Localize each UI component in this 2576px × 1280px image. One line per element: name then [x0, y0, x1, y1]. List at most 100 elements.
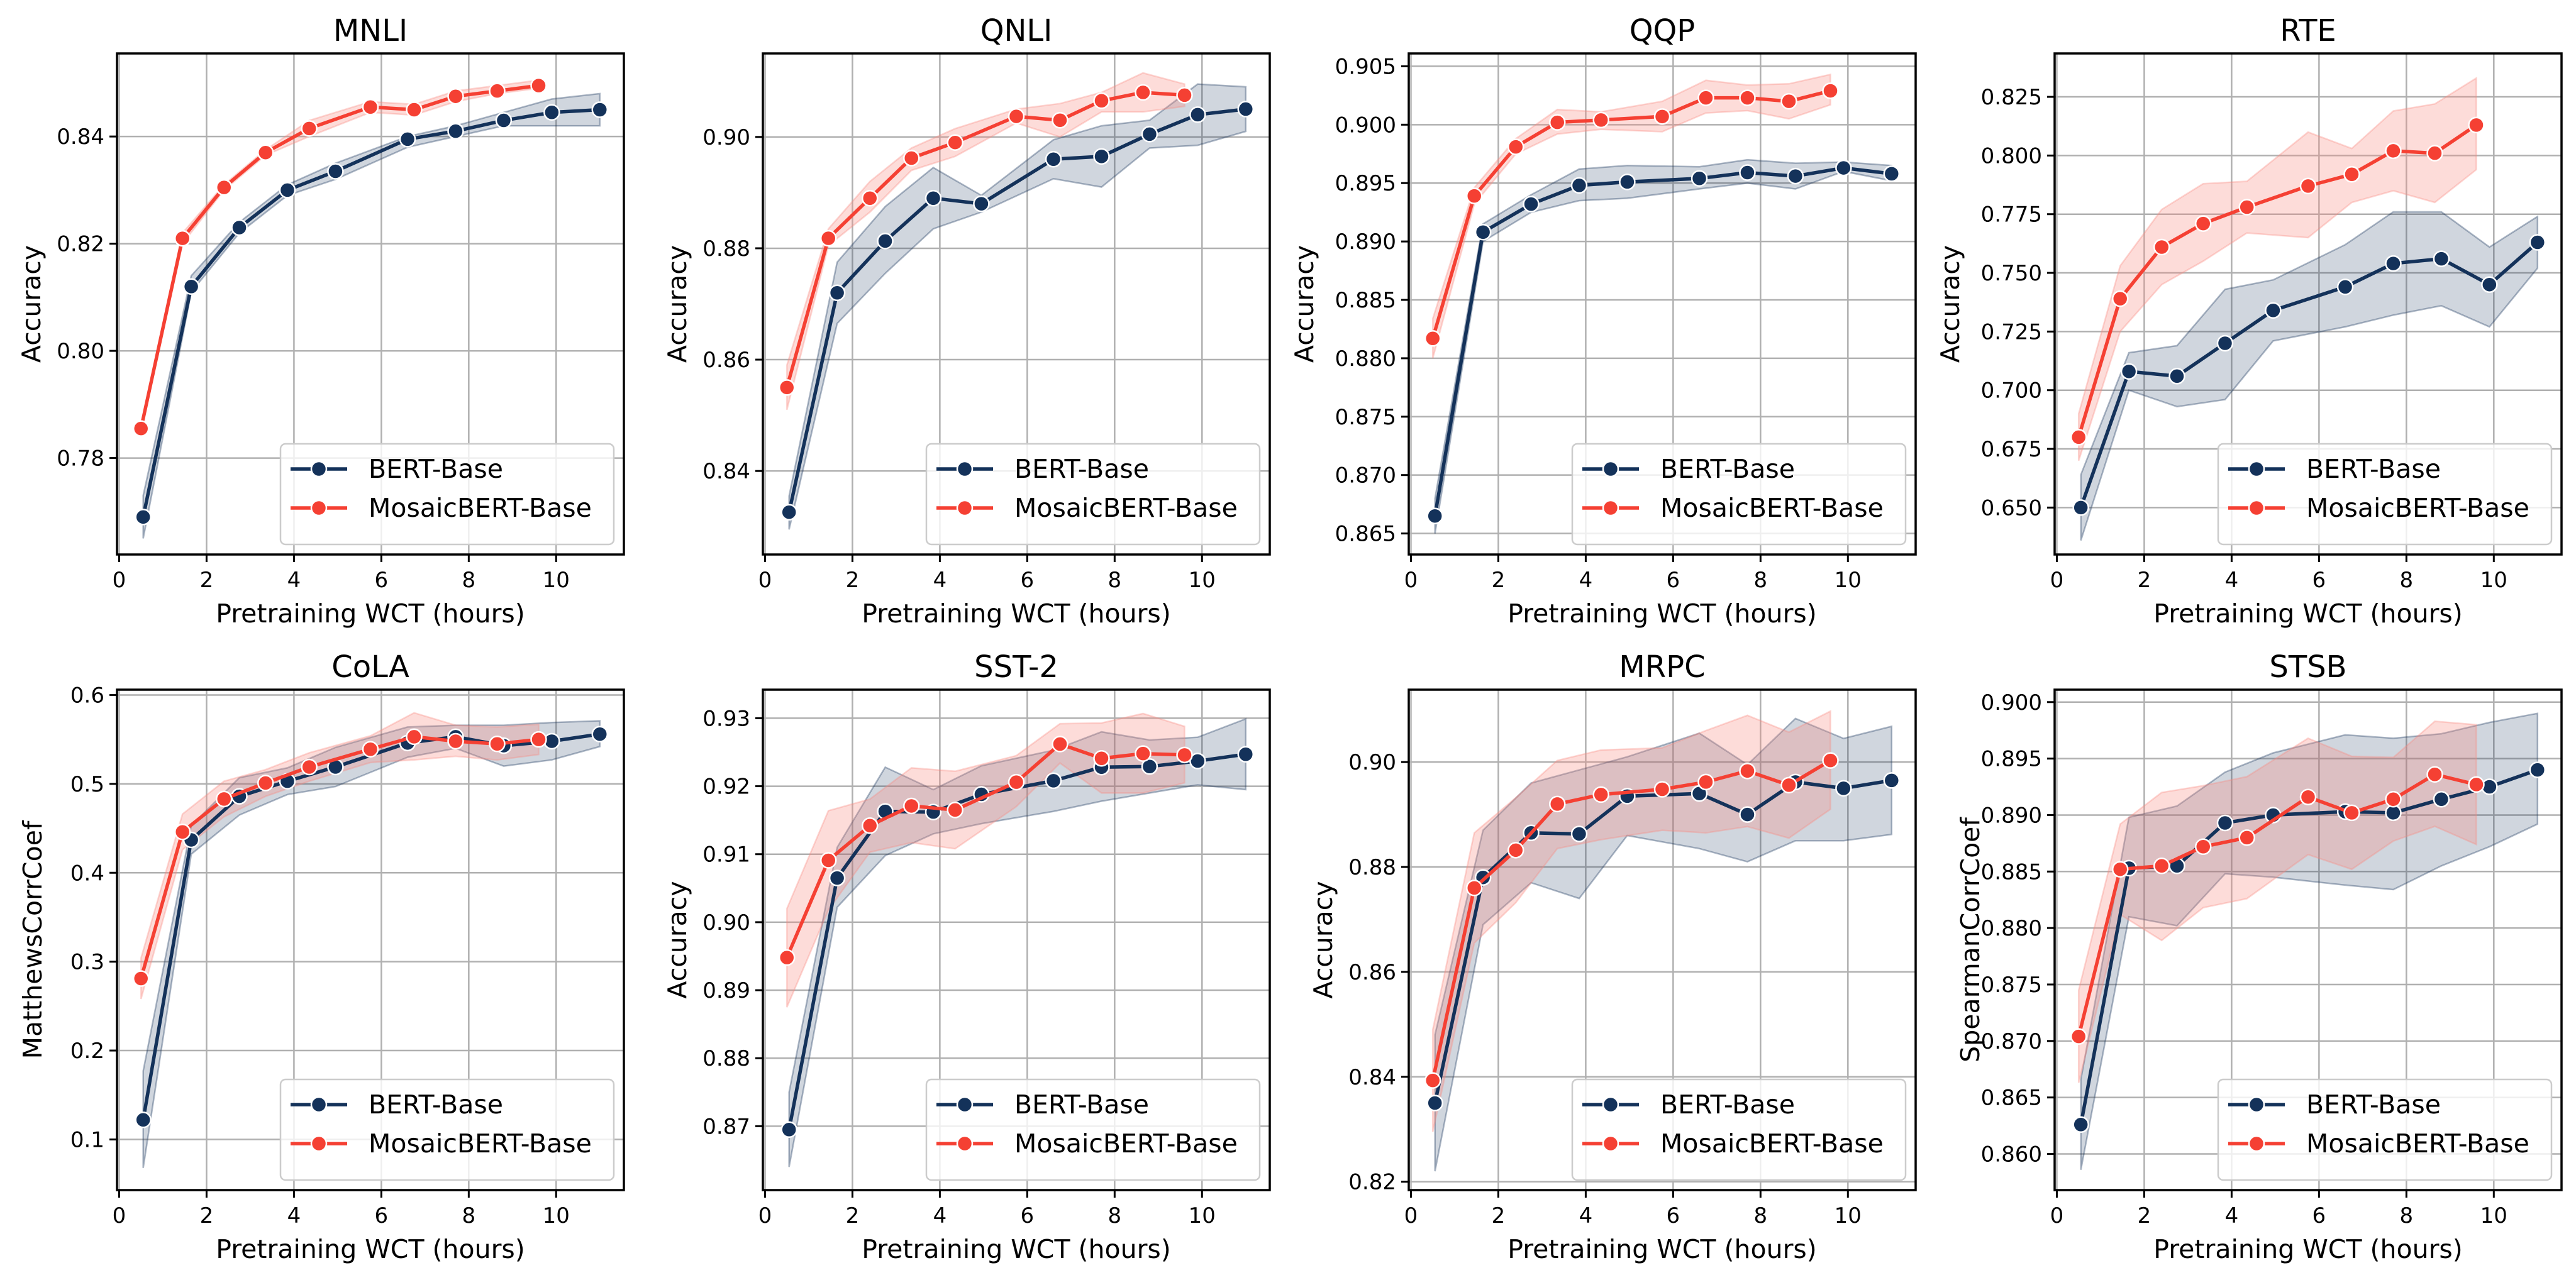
x-tick-label: 4: [1579, 1203, 1593, 1228]
legend-label-mosaicbert-base: MosaicBERT-Base: [1014, 1128, 1238, 1159]
x-axis-label: Pretraining WCT (hours): [862, 1234, 1171, 1264]
y-tick-label: 0.87: [702, 1114, 750, 1139]
data-point-bert-base: [1739, 806, 1756, 823]
legend-label-bert-base: BERT-Base: [1660, 1090, 1795, 1120]
panel-sst-2: 0 2 4 6 8 10 0.87 0.88 0.89 0.90 0.91 0.92 0.93 SST-2…: [662, 649, 1271, 1264]
x-tick-label: 8: [2400, 568, 2414, 593]
y-tick-label: 0.88: [702, 1046, 750, 1071]
data-point-mosaicbert-base: [406, 101, 423, 118]
x-axis-label: Pretraining WCT (hours): [1507, 599, 1817, 629]
y-tick-label: 0.860: [1981, 1142, 2042, 1167]
x-tick-label: 10: [543, 1203, 570, 1228]
confidence-band-mosaicbert-base: [140, 712, 540, 1000]
series-line-bert-base: [142, 108, 600, 517]
data-point-mosaicbert-base: [406, 728, 423, 746]
data-point-mosaicbert-base: [2343, 804, 2360, 822]
x-tick-label: 6: [2312, 568, 2326, 593]
confidence-band-mosaicbert-base: [786, 72, 1185, 411]
x-tick-label: 2: [2138, 1203, 2151, 1228]
axes-frame: [762, 52, 1271, 556]
data-point-mosaicbert-base: [1008, 773, 1025, 791]
data-point-mosaicbert-base: [1592, 111, 1609, 129]
x-tick-label: 6: [375, 568, 389, 593]
data-point-mosaicbert-base: [902, 797, 920, 815]
axes-frame: [2053, 688, 2563, 1191]
legend-box: [925, 443, 1261, 546]
plot-area: [2070, 712, 2546, 1170]
x-tick-label: 2: [200, 1203, 214, 1228]
data-point-bert-base: [2120, 363, 2138, 380]
x-tick-label: 2: [1492, 568, 1506, 593]
data-point-bert-base: [1141, 758, 1158, 775]
y-tick-label: 0.875: [1335, 405, 1396, 430]
data-point-bert-base: [2216, 334, 2234, 352]
data-point-bert-base: [182, 278, 200, 295]
legend-label-bert-base: BERT-Base: [1014, 1090, 1149, 1120]
y-tick-label: 0.750: [1981, 261, 2042, 286]
legend-box: [925, 1078, 1261, 1181]
x-tick-label: 2: [200, 568, 214, 593]
data-point-mosaicbert-base: [257, 775, 274, 792]
data-point-bert-base: [780, 1121, 797, 1138]
x-tick-label: 6: [375, 1203, 389, 1228]
data-point-mosaicbert-base: [947, 802, 963, 819]
legend-box: [279, 443, 615, 546]
legend-label-mosaicbert-base: MosaicBERT-Base: [369, 1128, 592, 1159]
data-point-mosaicbert-base: [1548, 114, 1566, 131]
y-axis-label: Accuracy: [1289, 245, 1319, 363]
data-point-bert-base: [447, 123, 464, 140]
data-point-bert-base: [1426, 507, 1443, 524]
data-point-mosaicbert-base: [2299, 177, 2317, 195]
panel-title: QQP: [1629, 13, 1696, 48]
panel-stsb: 0 2 4 6 8 10 0.860 0.865 0.870 0.875 0.880 0.885 0.8…: [1955, 649, 2563, 1264]
data-point-bert-base: [2216, 814, 2234, 832]
x-tick-label: 4: [287, 568, 301, 593]
y-tick-label: 0.1: [70, 1127, 104, 1152]
data-point-mosaicbert-base: [530, 77, 547, 94]
y-tick-label: 0.93: [702, 706, 750, 731]
y-tick-label: 0.90: [702, 125, 750, 150]
y-tick-label: 0.865: [1335, 522, 1396, 547]
x-tick-label: 0: [1404, 568, 1418, 593]
legend-label-bert-base: BERT-Base: [2306, 1090, 2441, 1120]
data-point-mosaicbert-base: [2385, 791, 2402, 808]
data-point-mosaicbert-base: [174, 823, 191, 841]
legend-label-bert-base: BERT-Base: [1660, 454, 1795, 484]
legend-marker-bert-base: [2248, 460, 2265, 478]
data-point-bert-base: [135, 1112, 152, 1128]
confidence-band-mosaicbert-base: [2077, 720, 2477, 1083]
y-tick-label: 0.870: [1335, 463, 1396, 488]
y-axis-label: Accuracy: [1935, 245, 1965, 363]
data-point-mosaicbert-base: [530, 731, 547, 748]
data-point-bert-base: [1835, 780, 1852, 797]
x-tick-label: 2: [846, 1203, 860, 1228]
y-tick-label: 0.86: [702, 348, 750, 373]
plot-area: [132, 77, 609, 539]
data-point-mosaicbert-base: [489, 82, 506, 99]
data-point-mosaicbert-base: [1739, 89, 1756, 106]
y-tick-label: 0.895: [1335, 171, 1396, 196]
data-point-bert-base: [2433, 250, 2450, 267]
data-point-mosaicbert-base: [1592, 786, 1609, 803]
legend: BERT-Base MosaicBERT-Base: [2217, 1078, 2553, 1181]
data-point-mosaicbert-base: [1093, 749, 1110, 767]
data-point-mosaicbert-base: [1176, 87, 1193, 104]
data-point-mosaicbert-base: [1424, 1072, 1441, 1089]
axes-frame: [1407, 52, 1917, 556]
confidence-band-bert-base: [142, 92, 601, 539]
series-line-mosaicbert-base: [139, 735, 539, 979]
y-axis-label: Accuracy: [662, 245, 692, 363]
data-point-mosaicbert-base: [2153, 858, 2170, 874]
data-point-mosaicbert-base: [819, 852, 837, 869]
data-point-mosaicbert-base: [2194, 838, 2212, 856]
data-point-bert-base: [2168, 368, 2185, 385]
plot-area: [1424, 73, 1901, 534]
data-point-bert-base: [495, 112, 513, 129]
series-line-mosaicbert-base: [1431, 759, 1831, 1081]
data-point-mosaicbert-base: [132, 420, 150, 437]
y-tick-label: 0.82: [1348, 1170, 1396, 1195]
data-point-bert-base: [591, 726, 609, 742]
y-tick-label: 0.880: [1981, 916, 2042, 941]
legend-marker-mosaicbert-base: [310, 499, 328, 517]
